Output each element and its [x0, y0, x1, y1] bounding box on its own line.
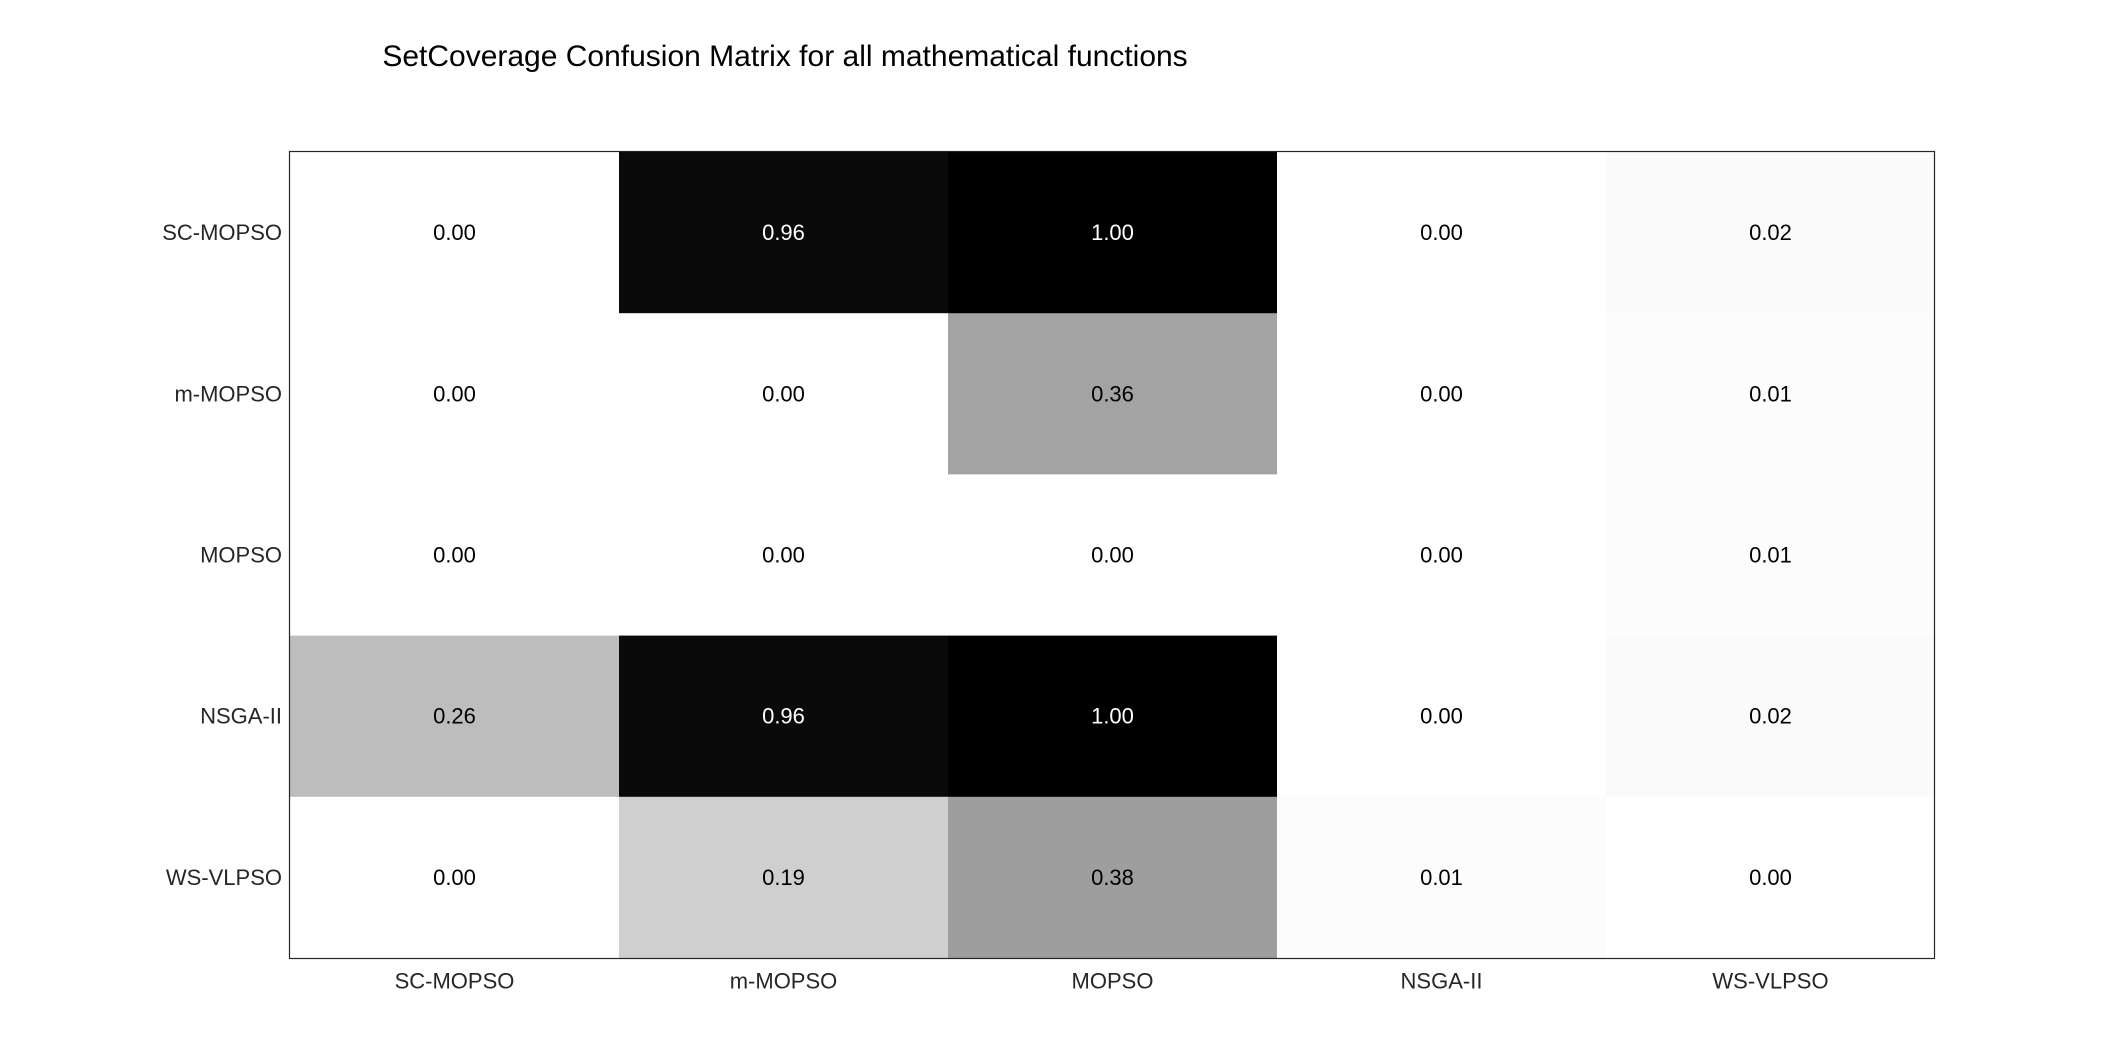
heatmap-cell-ws-vlpso-ws-vlpso [1606, 796, 1936, 959]
heatmap-cell-nsga-ii-sc-mopso [290, 635, 620, 798]
plot-frame [288, 150, 1936, 960]
x-tick-label-nsga-ii: NSGA-II [1401, 969, 1483, 994]
heatmap-cell-m-mopso-ws-vlpso [1606, 313, 1936, 475]
heatmap-cell-nsga-ii-m-mopso [619, 635, 949, 798]
heatmap-cell-mopso-nsga-ii [1277, 474, 1607, 637]
cell-value-label: 0.00 [1749, 865, 1792, 890]
cell-value-label: 0.00 [762, 381, 805, 406]
cell-value-label: 0.00 [1091, 543, 1134, 568]
cell-value-label: 1.00 [1091, 220, 1134, 245]
cell-value-label: 0.00 [433, 220, 476, 245]
heatmap-cell-mopso-sc-mopso [290, 474, 620, 637]
cell-value-label: 0.19 [762, 865, 805, 890]
cell-value-label: 0.96 [762, 704, 805, 729]
cell-value-label: 0.00 [1420, 220, 1463, 245]
cell-value-label: 0.00 [1420, 704, 1463, 729]
chart-title: SetCoverage Confusion Matrix for all mat… [382, 40, 1187, 73]
cell-value-label: 0.00 [762, 543, 805, 568]
y-tick-label-m-mopso: m-MOPSO [174, 381, 282, 406]
heatmap-cell-nsga-ii-nsga-ii [1277, 635, 1607, 798]
cell-value-label: 0.02 [1749, 704, 1792, 729]
x-tick-label-mopso: MOPSO [1072, 969, 1154, 994]
cell-value-label: 0.38 [1091, 865, 1134, 890]
heatmap-cell-ws-vlpso-m-mopso [619, 796, 949, 959]
heatmap-cell-sc-mopso-sc-mopso [290, 152, 620, 314]
heatmap-cell-nsga-ii-ws-vlpso [1606, 635, 1936, 798]
heatmap-cell-m-mopso-nsga-ii [1277, 313, 1607, 475]
heatmap-cell-nsga-ii-mopso [948, 635, 1278, 798]
heatmap-cells [290, 152, 1936, 959]
cell-value-label: 0.00 [1420, 381, 1463, 406]
cell-value-label: 0.00 [433, 381, 476, 406]
heatmap-cell-ws-vlpso-sc-mopso [290, 796, 620, 959]
y-tick-label-mopso: MOPSO [200, 543, 282, 568]
heatmap-cell-ws-vlpso-mopso [948, 796, 1278, 959]
heatmap-cell-mopso-mopso [948, 474, 1278, 637]
cell-value-labels: 0.00 0.96 1.00 0.00 0.02 0.00 0.00 0.36 0.00 0.01… [433, 220, 1792, 890]
x-tick-label-m-mopso: m-MOPSO [730, 969, 838, 994]
cell-value-label: 0.01 [1420, 865, 1463, 890]
cell-value-label: 0.00 [433, 543, 476, 568]
y-tick-label-nsga-ii: NSGA-II [200, 704, 282, 729]
y-tick-label-sc-mopso: SC-MOPSO [162, 220, 282, 245]
heatmap-cell-m-mopso-m-mopso [619, 313, 949, 475]
heatmap-cell-m-mopso-mopso [948, 313, 1278, 475]
cell-value-label: 0.96 [762, 220, 805, 245]
heatmap-cell-sc-mopso-ws-vlpso [1606, 152, 1936, 314]
heatmap-cell-mopso-m-mopso [619, 474, 949, 637]
cell-value-label: 0.01 [1749, 543, 1792, 568]
y-axis-tick-labels: SC-MOPSO m-MOPSO MOPSO NSGA-II WS-VLPSO [162, 220, 282, 890]
cell-value-label: 0.00 [433, 865, 476, 890]
cell-value-label: 0.36 [1091, 381, 1134, 406]
cell-value-label: 0.00 [1420, 543, 1463, 568]
heatmap-cell-sc-mopso-m-mopso [619, 152, 949, 314]
cell-value-label: 0.01 [1749, 381, 1792, 406]
heatmap-cell-mopso-ws-vlpso [1606, 474, 1936, 637]
heatmap-cell-m-mopso-sc-mopso [290, 313, 620, 475]
cell-value-label: 1.00 [1091, 704, 1134, 729]
x-axis-tick-labels: SC-MOPSO m-MOPSO MOPSO NSGA-II WS-VLPSO [395, 969, 1829, 994]
x-tick-label-ws-vlpso: WS-VLPSO [1712, 969, 1828, 994]
cell-value-label: 0.26 [433, 704, 476, 729]
heatmap-cell-sc-mopso-mopso [948, 152, 1278, 314]
x-tick-label-sc-mopso: SC-MOPSO [395, 969, 515, 994]
cell-value-label: 0.02 [1749, 220, 1792, 245]
y-tick-label-ws-vlpso: WS-VLPSO [166, 865, 282, 890]
heatmap-cell-sc-mopso-nsga-ii [1277, 152, 1607, 314]
heatmap-cell-ws-vlpso-nsga-ii [1277, 796, 1607, 959]
